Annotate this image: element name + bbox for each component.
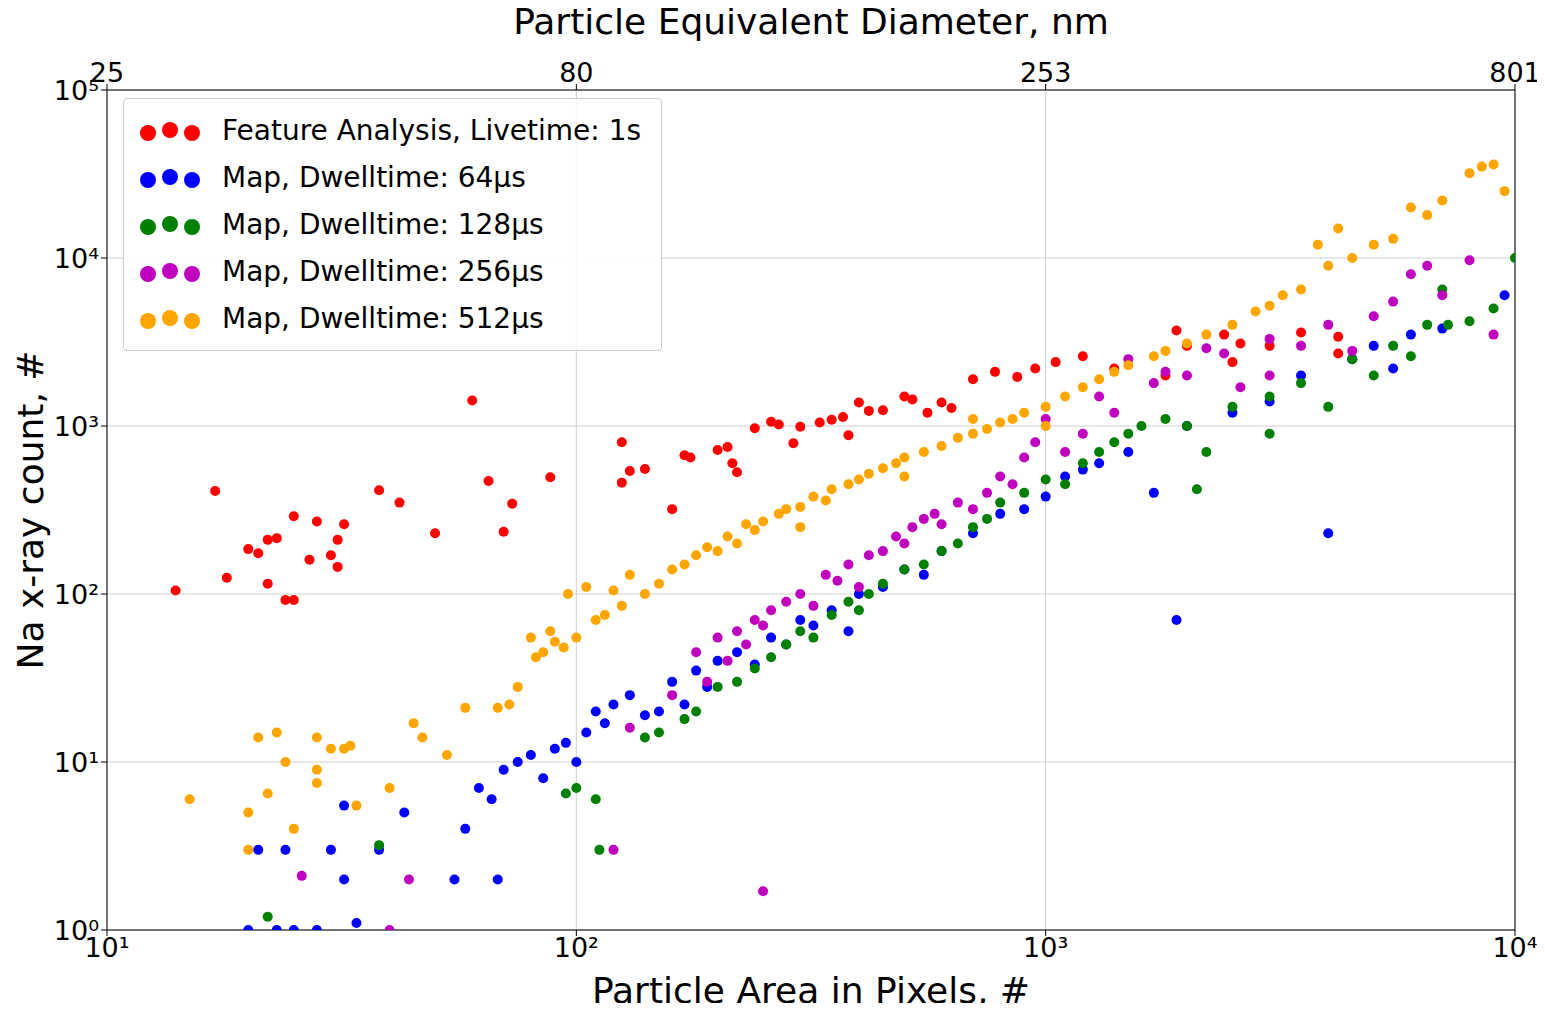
svg-text:10³: 10³ [1023,932,1068,963]
svg-text:Na x-ray count, #: Na x-ray count, # [10,351,51,670]
svg-text:10²: 10² [554,932,599,963]
svg-text:801: 801 [1489,57,1537,88]
svg-text:Particle Area in Pixels, #: Particle Area in Pixels, # [592,970,1030,1003]
svg-text:25: 25 [89,57,125,88]
svg-text:Particle Equivalent Diameter,: Particle Equivalent Diameter, nm [513,8,1109,42]
html-text:Feature Analysis, Livetime: 1s: Feature Analysis, Livetime: 1s [222,114,641,147]
svg-text:80: 80 [559,57,593,88]
svg-text:10⁰: 10⁰ [54,915,99,946]
svg-text:10³: 10³ [54,411,99,442]
svg-text:10⁴: 10⁴ [54,243,99,274]
svg-text:10¹: 10¹ [84,932,130,964]
html-text:Map, Dwelltime: 256μs: Map, Dwelltime: 256μs [222,255,544,288]
html-text:Map, Dwelltime: 128μs: Map, Dwelltime: 128μs [222,208,544,241]
html-text:Map, Dwelltime: 512μs: Map, Dwelltime: 512μs [222,302,544,335]
svg-text:10⁴: 10⁴ [1492,932,1537,963]
svg-text:10²: 10² [54,579,99,610]
svg-text:10¹: 10¹ [54,747,99,778]
svg-text:253: 253 [1020,57,1072,88]
html-text:Map, Dwelltime: 64μs: Map, Dwelltime: 64μs [222,161,526,194]
svg-text:10⁵: 10⁵ [54,75,99,106]
